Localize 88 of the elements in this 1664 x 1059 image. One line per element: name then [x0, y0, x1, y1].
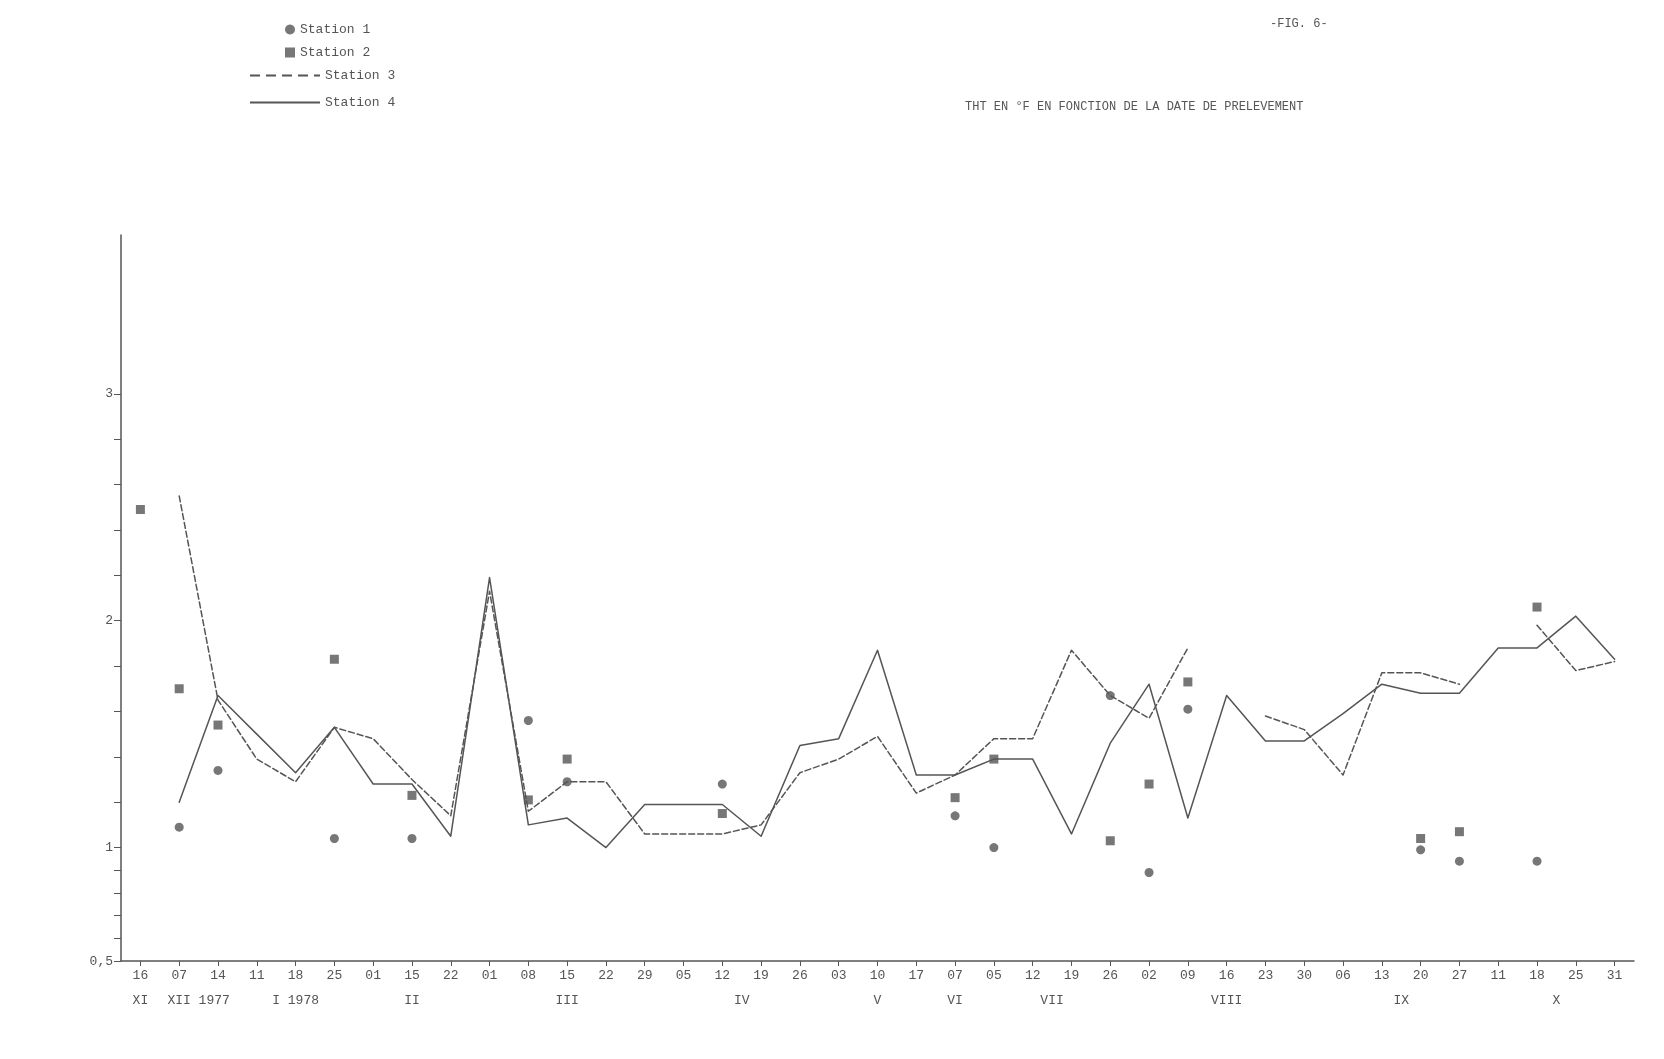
x-tick-label: 11 — [1490, 968, 1507, 983]
chart-title: THT EN °F EN FONCTION DE LA DATE DE PRELEVEMENT — [965, 100, 1304, 114]
point — [1183, 704, 1193, 714]
point — [950, 793, 960, 803]
point — [1532, 856, 1542, 866]
text: X — [1552, 992, 1561, 1008]
x-tick-label: 01 — [481, 968, 498, 983]
x-tick-label: 22 — [442, 968, 459, 983]
x-tick-label: 10 — [869, 968, 886, 983]
x-tick-label: 14 — [210, 968, 226, 983]
text: I 1978 — [272, 992, 319, 1008]
text: VII — [1040, 992, 1064, 1008]
point — [562, 754, 572, 764]
point — [950, 811, 960, 821]
text: VI — [947, 992, 963, 1008]
point — [1144, 868, 1154, 878]
point — [717, 779, 727, 789]
point — [1183, 677, 1193, 687]
x-tick-label: 20 — [1412, 968, 1429, 983]
point — [717, 809, 727, 819]
text: IV — [733, 992, 750, 1008]
x-tick-label: 19 — [1063, 968, 1080, 983]
x-tick-label: 13 — [1374, 968, 1390, 983]
x-tick-label: 17 — [908, 968, 925, 983]
x-tick-label: 18 — [1529, 968, 1545, 983]
x-tick-label: 22 — [598, 968, 614, 983]
point — [1416, 845, 1426, 855]
x-tick-label: 16 — [1218, 968, 1235, 983]
y-tick-label: 3 — [105, 386, 113, 402]
legend-label: Station 1 — [300, 22, 371, 37]
text: V — [873, 992, 882, 1008]
x-tick-label: 06 — [1335, 968, 1351, 983]
x-tick-label: 15 — [559, 968, 575, 983]
x-tick-label: 29 — [636, 968, 653, 983]
x-tick-label: 07 — [947, 968, 963, 983]
x-tick-label: 01 — [365, 968, 382, 983]
x-tick-label: 09 — [1180, 968, 1196, 983]
text: III — [555, 992, 579, 1008]
point — [1454, 856, 1464, 866]
x-tick-label: 26 — [1102, 968, 1119, 983]
point — [174, 684, 184, 694]
point — [1144, 779, 1154, 789]
x-tick-label: 07 — [171, 968, 187, 983]
text: VIII — [1211, 992, 1243, 1008]
point — [329, 654, 339, 664]
x-tick-label: 12 — [1024, 968, 1041, 983]
text: XII 1977 — [167, 992, 230, 1008]
x-tick-label: 25 — [1568, 968, 1584, 983]
x-tick-label: 11 — [248, 968, 265, 983]
text: XI — [132, 992, 149, 1008]
point — [135, 505, 145, 515]
point — [1416, 833, 1426, 843]
x-tick-label: 05 — [986, 968, 1002, 983]
text: -FIG. 6- — [1270, 17, 1328, 31]
point — [174, 822, 184, 832]
x-tick-label: 18 — [287, 968, 304, 983]
point — [329, 833, 339, 843]
point — [523, 716, 533, 726]
text: II — [404, 992, 420, 1008]
point — [1532, 602, 1542, 612]
text: IX — [1393, 992, 1410, 1008]
legend-label: Station 3 — [325, 68, 396, 83]
legend-label: Station 4 — [325, 95, 396, 110]
x-tick-label: 23 — [1257, 968, 1274, 983]
point — [1105, 836, 1115, 846]
x-tick-label: 27 — [1451, 968, 1468, 983]
x-tick-label: 05 — [675, 968, 692, 983]
x-tick-label: 31 — [1606, 968, 1623, 983]
x-tick-label: 16 — [132, 968, 149, 983]
point — [989, 843, 999, 853]
y-tick-label: 1 — [105, 840, 114, 856]
y-tick-label: 2 — [105, 613, 113, 629]
point — [407, 833, 417, 843]
x-tick-label: 19 — [753, 968, 769, 983]
x-tick-label: 12 — [714, 968, 731, 983]
x-tick-label: 30 — [1296, 968, 1313, 983]
point — [407, 790, 417, 800]
point — [1454, 827, 1464, 837]
x-tick-label: 03 — [830, 968, 847, 983]
x-tick-label: 25 — [326, 968, 343, 983]
y-tick-label: 0,5 — [89, 953, 113, 969]
x-tick-label: 08 — [520, 968, 537, 983]
point — [213, 765, 223, 775]
legend-label: Station 2 — [300, 45, 371, 60]
x-tick-label: 26 — [792, 968, 808, 983]
point — [213, 720, 223, 730]
x-tick-label: 02 — [1141, 968, 1157, 983]
x-tick-label: 15 — [404, 968, 420, 983]
